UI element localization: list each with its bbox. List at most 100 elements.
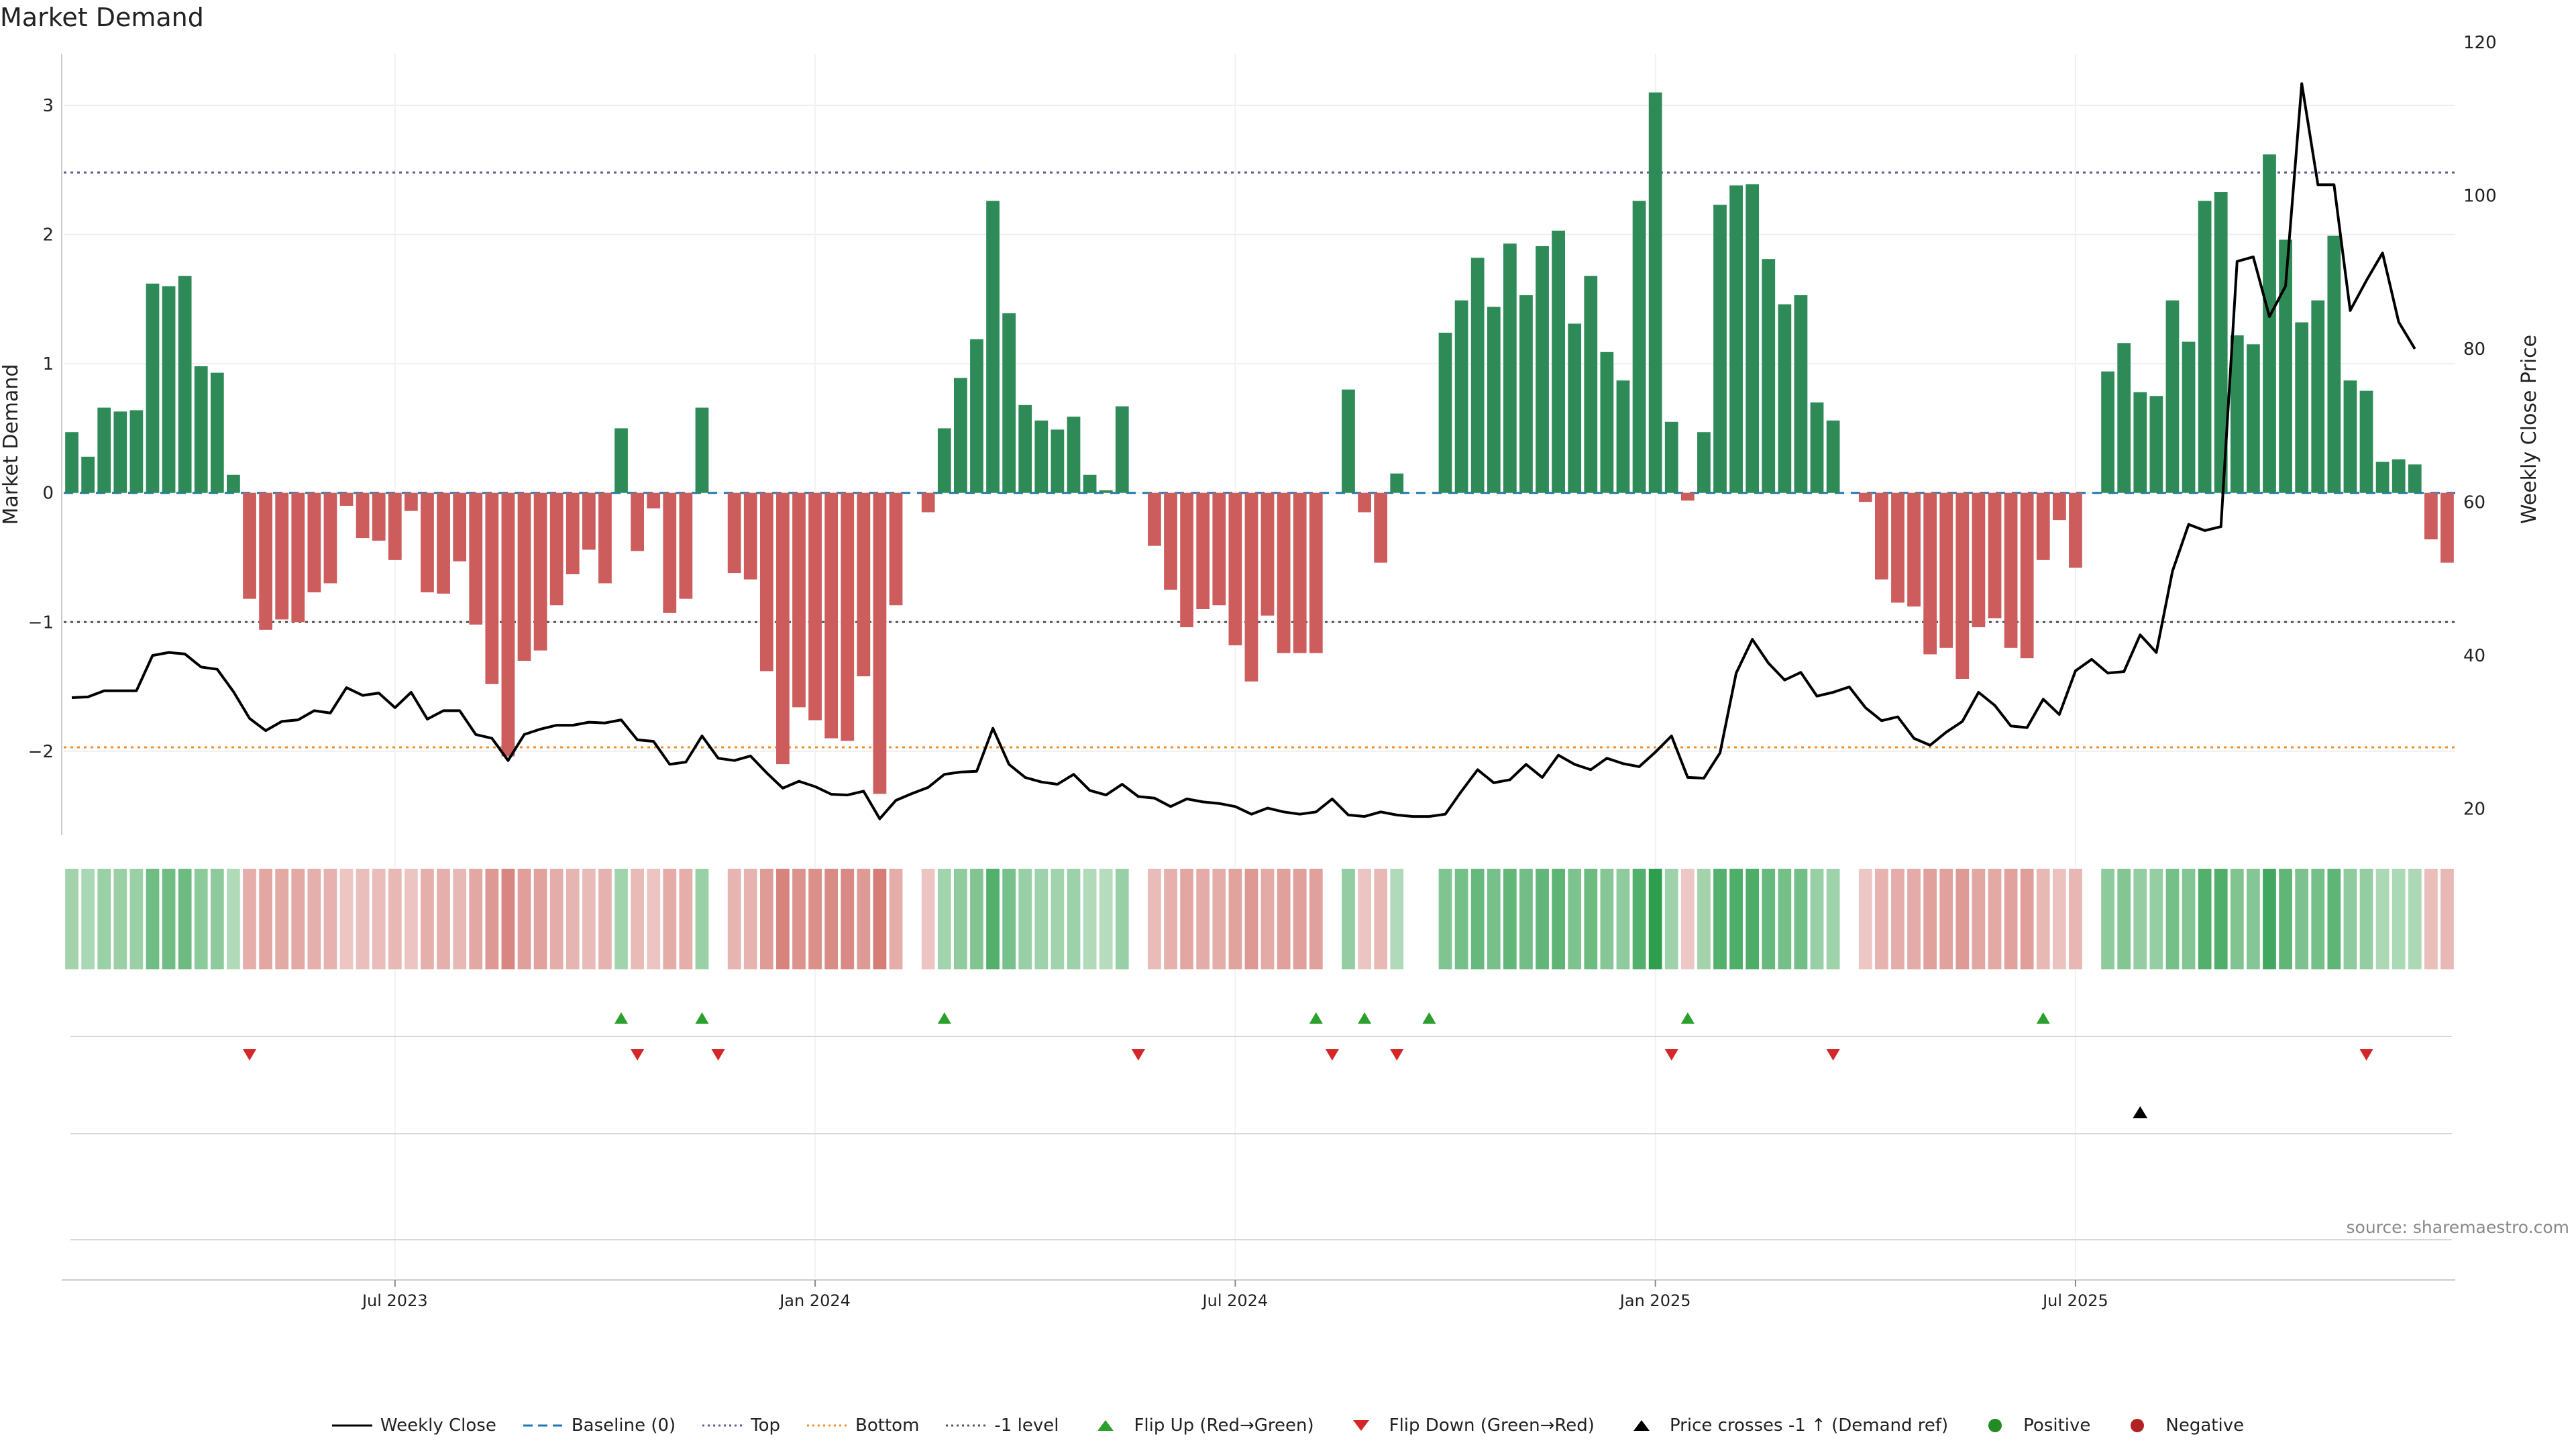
demand-bar-negative <box>1875 492 1888 580</box>
demand-bar-negative <box>1309 492 1323 653</box>
demand-bar-positive <box>2133 392 2147 493</box>
heat-strip-cell <box>1164 869 1177 969</box>
demand-bar-positive <box>146 283 160 493</box>
flip-down-marker <box>1826 1049 1840 1061</box>
demand-bar-negative <box>1858 492 1872 502</box>
demand-bar-negative <box>243 492 256 599</box>
demand-bar-negative <box>307 492 321 592</box>
flip-up-marker <box>1680 1012 1695 1024</box>
demand-bar-negative <box>1164 492 1177 590</box>
flip-up-marker <box>1422 1012 1436 1024</box>
heat-strip-cell <box>388 869 402 969</box>
heat-strip-cell <box>1374 869 1388 969</box>
demand-bar-negative <box>1196 492 1210 610</box>
heat-strip-cell <box>1018 869 1032 969</box>
heat-strip-cell <box>792 869 806 969</box>
legend-label: Top <box>751 1415 781 1436</box>
heat-strip-cell <box>549 869 564 969</box>
demand-bar-positive <box>986 201 1000 493</box>
demand-bar-negative <box>1293 492 1307 653</box>
legend-swatch-flip-up <box>1097 1420 1114 1431</box>
heat-strip-cell <box>2392 869 2406 969</box>
demand-bar-positive <box>1810 402 1824 493</box>
heat-strip-cell <box>1470 869 1485 969</box>
demand-bar-positive <box>1552 230 1566 493</box>
demand-bar-negative <box>388 492 402 560</box>
heat-strip-cell <box>1293 869 1307 969</box>
heat-strip-cell <box>1972 869 1986 969</box>
date-axis: Jul 2023 Jan 2024 Jul 2024 Jan 2025 Jul 2025 <box>62 1279 2455 1310</box>
demand-bar-positive <box>227 474 240 493</box>
heat-strip-cell <box>1778 869 1792 969</box>
legend-item-price-cross: Price crosses -1 ↑ (Demand ref) <box>1621 1415 1948 1436</box>
heat-strip-cell <box>259 869 272 969</box>
demand-bar-positive <box>1826 420 1840 493</box>
legend-item-top: Top <box>702 1415 780 1436</box>
y-tick-label: −1 <box>28 612 54 633</box>
heat-strip-cell <box>841 869 855 969</box>
y2-tick-label: 100 <box>2463 186 2497 206</box>
heat-strip-cell <box>243 869 256 969</box>
demand-bar-positive <box>1536 246 1549 493</box>
heat-strip-cell <box>1858 869 1872 969</box>
heat-strip-cell <box>113 869 127 969</box>
heat-strip-cell <box>469 869 483 969</box>
heat-strip-cell <box>2101 869 2114 969</box>
legend-swatch-baseline <box>523 1424 564 1427</box>
heat-strip-cell <box>227 869 240 969</box>
legend-swatch-flip-down <box>1352 1420 1369 1431</box>
demand-bar-negative <box>824 492 839 739</box>
demand-bar-positive <box>1648 92 1662 493</box>
demand-bar-negative <box>873 492 887 794</box>
heat-strip-cell <box>663 869 677 969</box>
y-tick-label: 0 <box>42 484 54 504</box>
demand-bar-positive <box>614 428 628 493</box>
flip-down-marker <box>1325 1049 1339 1061</box>
demand-bar-positive <box>970 339 983 493</box>
heat-strip-cell <box>1309 869 1323 969</box>
heat-strip-cell <box>339 869 354 969</box>
flip-up-marker <box>1358 1012 1372 1024</box>
heat-strip-cell <box>533 869 547 969</box>
heat-strip-cell <box>323 869 337 969</box>
legend-item-positive: Positive <box>1975 1415 2090 1436</box>
chart-title: Market Demand <box>0 3 204 32</box>
demand-bar-negative <box>405 492 418 511</box>
demand-bar-positive <box>1034 420 1049 493</box>
heat-strip-cell <box>1729 869 1743 969</box>
heat-strip-cell <box>1536 869 1549 969</box>
demand-bar-positive <box>2247 344 2260 493</box>
demand-bar-positive <box>1438 332 1452 493</box>
flip-down-marker <box>1664 1049 1678 1061</box>
demand-bar-negative <box>1923 492 1937 655</box>
demand-bar-positive <box>1051 429 1065 493</box>
heat-strip-cell <box>2247 869 2260 969</box>
flip-up-marker <box>1309 1012 1323 1024</box>
demand-bar-negative <box>808 492 822 720</box>
demand-bar-negative <box>1988 492 2002 619</box>
heat-strip-cell <box>1212 869 1226 969</box>
y2-axis-label: Weekly Close Price <box>2518 335 2541 524</box>
legend-item-negative: Negative <box>2117 1415 2244 1436</box>
demand-bar-negative <box>1260 492 1275 616</box>
demand-bar-negative <box>2424 492 2438 540</box>
heat-strip-cell <box>1067 869 1081 969</box>
demand-bar-negative <box>1212 492 1226 606</box>
heat-strip-cell <box>178 869 192 969</box>
y2-tick-label: 40 <box>2463 646 2485 666</box>
demand-bar-negative <box>2020 492 2034 659</box>
legend-label: Flip Up (Red→Green) <box>1134 1415 1314 1436</box>
demand-bar-negative <box>1148 492 1161 546</box>
heat-strip-cell <box>1584 869 1598 969</box>
demand-bar-negative <box>582 492 596 550</box>
demand-bar-negative <box>1180 492 1193 627</box>
heat-strip-cell <box>2440 869 2454 969</box>
demand-bar-positive <box>2198 201 2212 493</box>
flip-up-marker <box>2036 1012 2050 1024</box>
heat-strip-cell <box>1228 869 1242 969</box>
demand-bar-positive <box>2327 235 2341 493</box>
heat-strip-cell <box>1277 869 1291 969</box>
heat-strip-cell <box>647 869 661 969</box>
flip-down-marker <box>711 1049 725 1061</box>
y-tick-label: 3 <box>42 96 54 116</box>
